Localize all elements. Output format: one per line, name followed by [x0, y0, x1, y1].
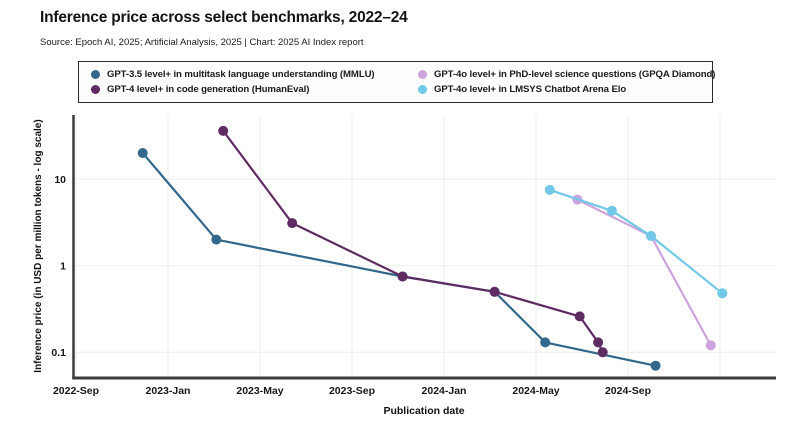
legend-item-humaneval: GPT-4 level+ in code generation (HumanEv…: [91, 84, 418, 95]
legend-column-right: GPT-4o level+ in PhD-level science quest…: [418, 69, 715, 95]
data-point: [540, 337, 551, 348]
series-line: [576, 198, 712, 347]
x-tick-label: 2024-May: [512, 385, 559, 397]
y-tick-label: 10: [54, 174, 66, 186]
series-line: [141, 151, 657, 367]
x-tick-label: 2023-Jan: [146, 385, 191, 397]
data-point: [650, 360, 661, 371]
y-tick-label: 1: [60, 261, 66, 273]
legend-item-lmsys: GPT-4o level+ in LMSYS Chatbot Arena Elo: [418, 84, 715, 95]
x-tick-label: 2024-Sep: [605, 385, 651, 397]
data-point: [218, 125, 229, 136]
data-point: [646, 231, 656, 241]
legend-swatch-icon: [91, 85, 100, 94]
x-axis-title: Publication date: [383, 405, 464, 417]
series-line: [222, 129, 604, 354]
data-point: [489, 286, 500, 297]
data-point: [606, 205, 617, 216]
legend-item-gpqa: GPT-4o level+ in PhD-level science quest…: [418, 69, 715, 80]
source-line: Source: Epoch AI, 2025; Artificial Analy…: [40, 37, 364, 48]
data-point: [397, 271, 408, 282]
x-tick-label: 2023-Sep: [329, 385, 375, 397]
data-point: [705, 340, 716, 351]
plot-area: 2022-Sep 2023-Jan 2023-May 2023-Sep 2024-Jan…: [51, 115, 776, 397]
legend-column-left: GPT-3.5 level+ in multitask language und…: [91, 69, 418, 95]
data-point: [593, 337, 604, 348]
series-line: [548, 188, 724, 295]
data-point: [717, 288, 728, 299]
legend-label: GPT-4 level+ in code generation (HumanEv…: [107, 84, 310, 95]
data-point: [574, 311, 585, 322]
legend-label: GPT-4o level+ in PhD-level science quest…: [434, 69, 716, 80]
data-point: [211, 234, 222, 245]
x-tick-label: 2024-Jan: [422, 385, 467, 397]
y-tick-label: 0.1: [51, 347, 66, 359]
x-tick-label: 2022-Sep: [53, 385, 99, 397]
x-tick-label: 2023-May: [236, 385, 283, 397]
data-point: [597, 347, 608, 358]
data-point: [287, 218, 298, 229]
legend-label: GPT-3.5 level+ in multitask language und…: [107, 69, 375, 80]
legend-swatch-icon: [91, 70, 100, 79]
data-point: [137, 148, 148, 158]
y-axis-title: Inference price (in USD per million toke…: [33, 119, 44, 372]
legend-swatch-icon: [418, 70, 427, 79]
legend-swatch-icon: [418, 85, 427, 94]
chart-legend: GPT-3.5 level+ in multitask language und…: [78, 61, 715, 103]
data-point: [544, 184, 555, 195]
legend-label: GPT-4o level+ in LMSYS Chatbot Arena Elo: [434, 84, 627, 95]
chart-title: Inference price across select benchmarks…: [40, 9, 408, 26]
legend-item-mmlu: GPT-3.5 level+ in multitask language und…: [91, 69, 418, 80]
